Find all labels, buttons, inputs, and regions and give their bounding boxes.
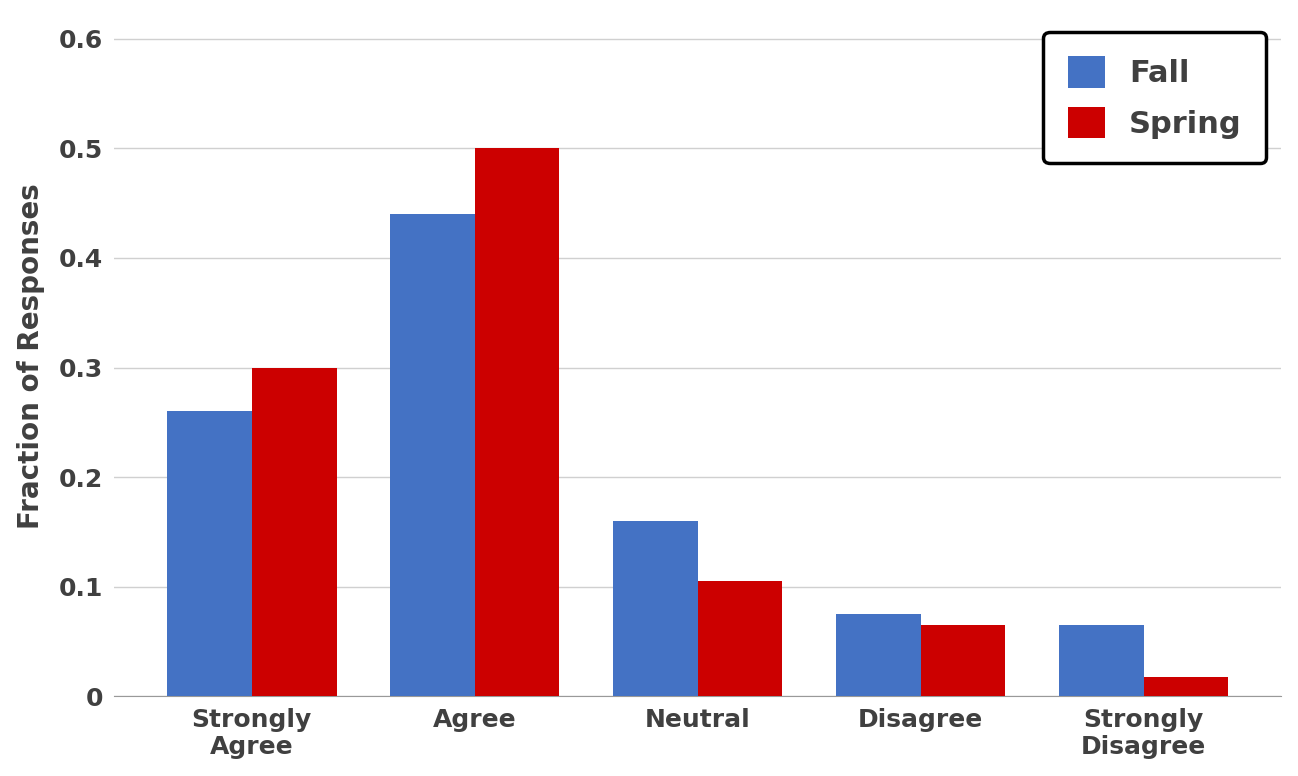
Bar: [1144, 677, 1228, 696]
Legend: Fall, Spring: Fall, Spring: [1044, 32, 1266, 163]
Bar: [475, 148, 559, 696]
Bar: [389, 214, 475, 696]
Bar: [920, 625, 1006, 696]
Bar: [836, 614, 920, 696]
Bar: [167, 411, 252, 696]
Bar: [613, 521, 698, 696]
Y-axis label: Fraction of Responses: Fraction of Responses: [17, 184, 44, 529]
Bar: [1059, 625, 1144, 696]
Bar: [252, 368, 336, 696]
Bar: [698, 581, 783, 696]
